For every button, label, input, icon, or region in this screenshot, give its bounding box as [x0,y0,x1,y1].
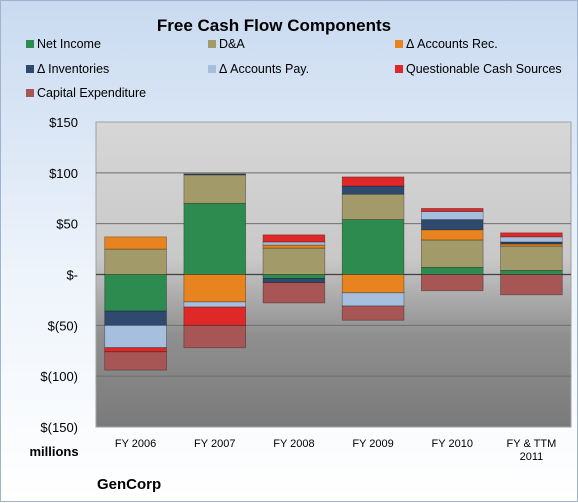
bar-segment [183,301,247,308]
legend-swatch [395,40,403,48]
bar-segment [183,174,247,204]
bar-segment [420,229,484,241]
y-tick-label: $(150) [40,420,78,435]
legend-label: Δ Accounts Pay. [219,62,309,76]
legend-item: Δ Inventories [26,62,109,76]
bar-segment [262,241,326,246]
y-axis: $150 $100 $50 $- $(50) $(100) $(150) [40,115,78,435]
bar-segment [420,219,484,231]
legend-swatch [208,65,216,73]
bar-segment [262,247,326,275]
x-tick-label: FY 2006 [115,438,156,450]
legend-label: Net Income [37,37,101,51]
legend-swatch [26,40,34,48]
bar-segment [104,236,167,250]
bar-segment [341,176,405,187]
legend-label: Δ Inventories [37,62,109,76]
legend-label: D&A [219,37,245,51]
legend-item: D&A [208,37,245,51]
y-tick-label: $150 [49,115,78,130]
bar-segment [104,351,167,371]
bar-segment [262,234,326,243]
bar-segment [183,274,247,303]
bar-segment [262,244,326,249]
bars [104,173,563,371]
bar-segment [262,282,326,304]
bar-segment [262,274,326,279]
legend-item: Net Income [26,37,101,51]
bar-segment [104,347,167,353]
bar-segment [500,274,563,296]
bar-segment [341,305,405,321]
bar-segment [420,239,484,268]
bar-segment [183,324,247,349]
bar-segment [183,202,247,275]
bar-segment [341,292,405,307]
y-tick-label: $- [66,268,78,283]
bar-segment [500,236,563,243]
bar-segment [262,278,326,284]
y-tick-label: $(100) [40,369,78,384]
legend-label: Capital Expenditure [37,86,146,100]
bar-segment [104,274,167,312]
bar-segment [183,173,247,176]
legend-item: Capital Expenditure [26,86,146,100]
legend-swatch [395,65,403,73]
legend-label: Δ Accounts Rec. [406,37,498,51]
x-axis: FY 2006 FY 2007 FY 2008 FY 2009 FY 2010 FY & … [115,438,556,463]
bar-segment [500,232,563,238]
legend-swatch [26,89,34,97]
legend: Net Income D&A Δ Accounts Rec. Δ Inventorie… [26,37,562,100]
bar-segment [104,310,167,326]
bar-segment [104,248,167,275]
bar-segment [420,266,484,275]
y-tick-label: $50 [56,217,78,232]
bar-segment [500,270,563,275]
gridlines [96,172,571,377]
bar-segment [420,208,484,212]
brand-label: GenCorp [97,476,161,493]
x-tick-label: FY 2008 [273,438,314,450]
y-tick-label: $100 [49,166,78,181]
legend-item: Questionable Cash Sources [395,62,562,76]
bar-segment [341,193,405,221]
units-label: millions [29,444,78,459]
bar-segment [183,306,247,326]
bar-segment [104,324,167,349]
bar-segment [420,211,484,220]
x-tick-label: FY 2009 [352,438,393,450]
legend-item: Δ Accounts Rec. [395,37,498,51]
legend-label: Questionable Cash Sources [406,62,562,76]
bar-segment [341,185,405,195]
x-tick-label: FY & TTM 2011 [507,438,557,463]
chart-title: Free Cash Flow Components [157,16,391,35]
legend-item: Δ Accounts Pay. [208,62,309,76]
bar-segment [420,274,484,292]
legend-swatch [26,65,34,73]
bar-segment [341,274,405,294]
bar-segment [341,219,405,275]
x-tick-label: FY 2010 [432,438,473,450]
x-tick-label: FY 2007 [194,438,235,450]
bar-segment [500,245,563,271]
legend-swatch [208,40,216,48]
y-tick-label: $(50) [48,318,78,333]
